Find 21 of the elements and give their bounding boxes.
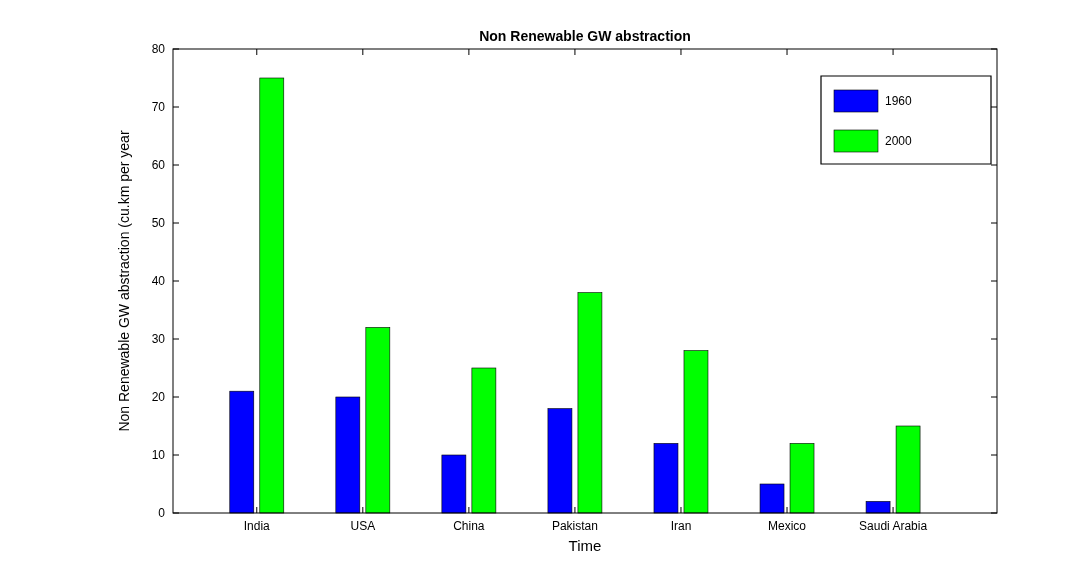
x-axis-title: Time bbox=[568, 537, 602, 554]
y-tick-label: 80 bbox=[151, 42, 166, 57]
y-tick-label: 60 bbox=[151, 158, 166, 173]
x-tick-label: Mexico bbox=[768, 519, 807, 533]
x-tick-label: USA bbox=[350, 519, 376, 533]
y-tick-label: 70 bbox=[151, 100, 166, 115]
x-tick-label: China bbox=[453, 519, 485, 533]
y-tick-label: 0 bbox=[158, 506, 166, 521]
legend-label: 1960 bbox=[885, 94, 913, 109]
chart-title: Non Renewable GW abstraction bbox=[479, 28, 691, 44]
x-tick-label: Saudi Arabia bbox=[859, 519, 928, 533]
y-tick-label: 10 bbox=[151, 448, 166, 463]
y-axis-title: Non Renewable GW abstraction (cu.km per year bbox=[116, 130, 132, 432]
x-tick-label: Iran bbox=[670, 519, 692, 533]
y-tick-label: 40 bbox=[151, 274, 166, 289]
legend-label: 2000 bbox=[885, 134, 913, 149]
y-tick-label: 30 bbox=[151, 332, 166, 347]
y-tick-label: 50 bbox=[151, 216, 166, 231]
x-tick-label: Pakistan bbox=[551, 519, 598, 533]
y-tick-label: 20 bbox=[151, 390, 166, 405]
x-tick-label: India bbox=[243, 519, 271, 533]
